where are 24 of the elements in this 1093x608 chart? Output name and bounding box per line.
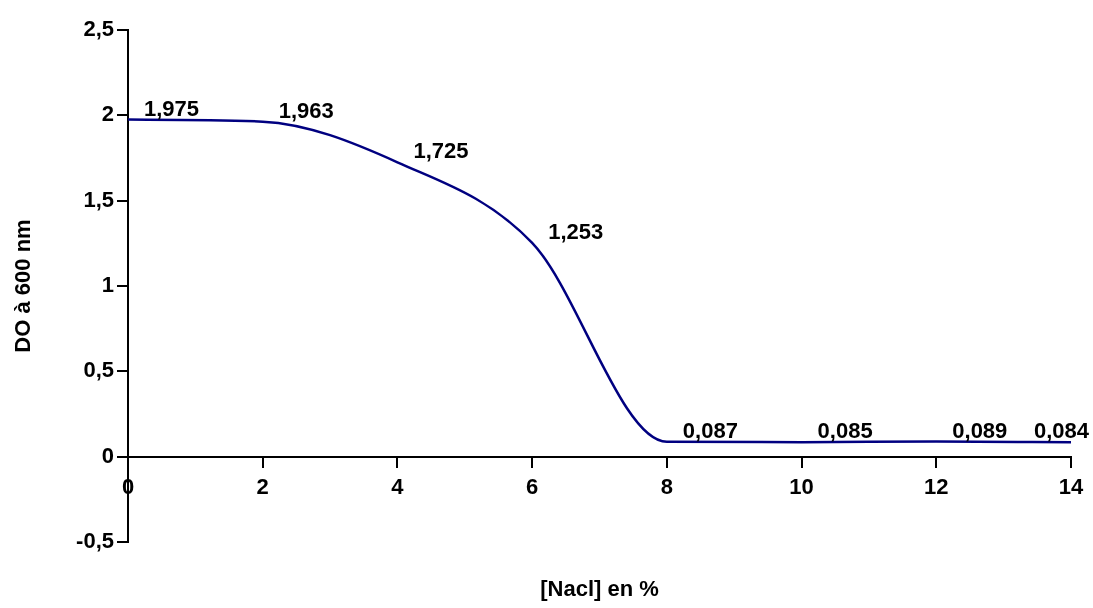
x-tick-label: 8 (660, 473, 673, 499)
y-tick-label: -0,5 (76, 528, 114, 554)
x-tick-label: 14 (1058, 473, 1084, 499)
y-tick-label: 1,5 (83, 186, 114, 212)
y-tick-label: 0,5 (83, 357, 114, 383)
data-label: 1,725 (413, 138, 469, 164)
y-tick-label: 0 (101, 442, 114, 468)
data-label: 1,963 (278, 97, 334, 123)
y-tick-label: 1 (101, 272, 114, 298)
x-tick-label: 2 (256, 473, 269, 499)
x-axis-title: [Nacl] en % (540, 576, 659, 602)
data-label: 0,089 (952, 417, 1008, 443)
data-label: 1,253 (548, 218, 604, 244)
data-label: 0,084 (1033, 418, 1090, 444)
y-tick-label: 2,5 (83, 16, 114, 42)
x-tick-label: 10 (789, 473, 814, 499)
x-tick-label: 6 (526, 473, 539, 499)
x-tick-label: 12 (924, 473, 949, 499)
data-label: 0,087 (682, 417, 738, 443)
y-axis-title: DO à 600 nm (10, 219, 36, 353)
data-label: 1,975 (144, 95, 200, 121)
y-tick-label: 2 (101, 101, 114, 127)
data-label: 0,085 (817, 418, 873, 444)
x-tick-label: 4 (391, 473, 405, 499)
